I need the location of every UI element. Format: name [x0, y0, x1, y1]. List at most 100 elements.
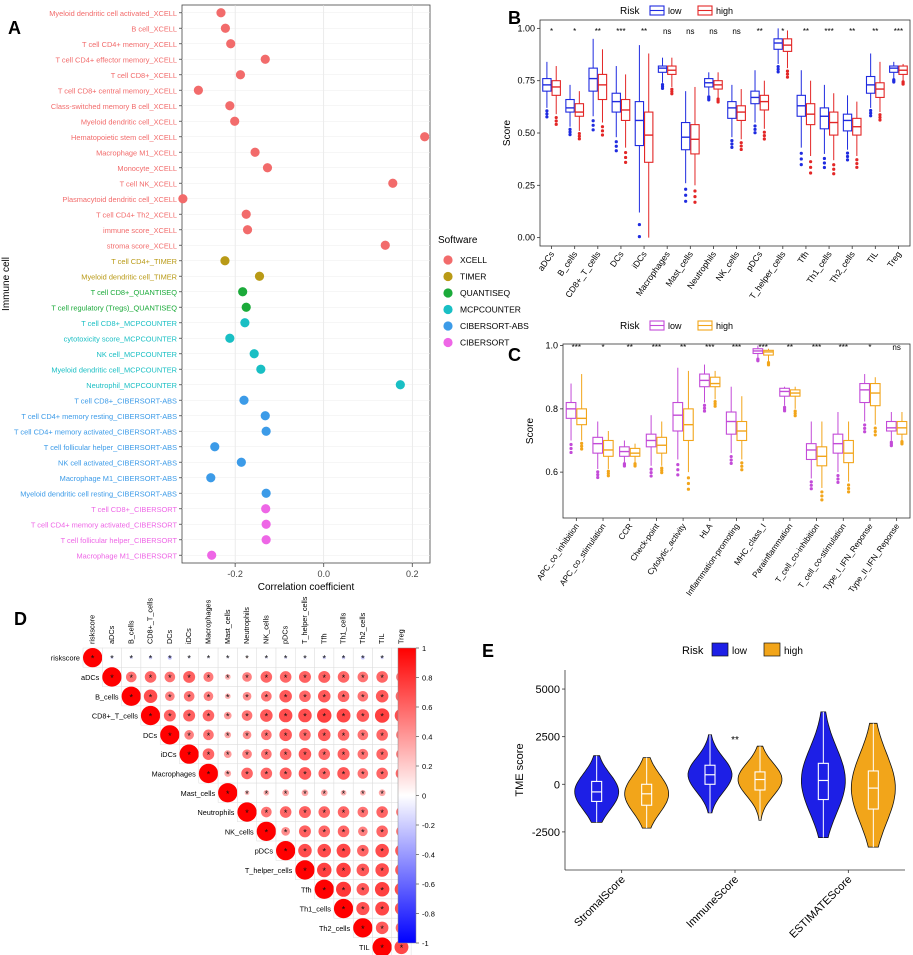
panel-d-cell-circle: [143, 689, 158, 704]
panel-d-cell-circle: [244, 790, 250, 796]
panel-c-outlier: [649, 467, 653, 471]
panel-c-box: [602, 439, 614, 457]
panel-c-significance-label: ***: [732, 343, 741, 352]
panel-d-cell-circle: [284, 656, 288, 660]
panel-c-outlier: [676, 468, 680, 472]
panel-b-outlier: [869, 111, 873, 115]
panel-d-column-label: Th2_cells: [358, 612, 367, 644]
panel-b-x-tick-label: NK_cells: [714, 249, 742, 283]
panel-d-cell-circle: [163, 709, 176, 722]
panel-b-y-tick-label: 0.75: [517, 76, 535, 86]
panel-d-cell-mark: *: [168, 712, 172, 722]
panel-d-cell-mark: *: [322, 712, 326, 722]
panel-d-cell-mark: *: [342, 750, 346, 760]
panel-d-cell-mark: *: [187, 712, 191, 722]
panel-a-y-label: T cell CD8+ central memory_XCELL: [58, 86, 177, 95]
panel-c-outlier: [596, 475, 600, 480]
panel-a-y-label: Myeloid dendritic cell_TIMER: [81, 272, 177, 281]
panel-d-cell-mark: *: [149, 673, 153, 683]
panel-d-cell-circle: [376, 748, 388, 760]
panel-b-outlier: [568, 130, 572, 134]
panel-c-outlier: [606, 471, 610, 476]
panel-d-colorbar-tick-label: 0: [422, 792, 426, 801]
panel-b-outlier: [637, 222, 642, 227]
panel-d-cell-mark: *: [168, 692, 172, 702]
panel-d-cell-mark: *: [342, 731, 346, 741]
panel-d-cell-circle: [318, 806, 331, 818]
panel-b-box: [644, 111, 654, 163]
panel-d-cell-mark: *: [303, 750, 307, 760]
panel-a-y-label: T cell CD4+_TIMER: [111, 257, 177, 266]
panel-a-point: [238, 287, 248, 297]
panel-a-y-label: T cell CD8+_QUANTISEQ: [91, 288, 178, 297]
panel-d-cell-mark: *: [380, 750, 384, 760]
panel-d-cell-mark: *: [303, 673, 307, 683]
panel-d-cell-circle: [357, 671, 369, 683]
panel-d-cell-circle: [317, 689, 331, 703]
panel-a-y-label: T cell CD8+_XCELL: [111, 71, 177, 80]
panel-b-significance-label: **: [872, 27, 878, 36]
panel-b-outlier: [832, 172, 836, 176]
panel-d-cell-circle: [337, 806, 350, 818]
panel-a-point: [261, 504, 271, 514]
panel-d-cell-circle: [179, 744, 199, 764]
panel-c-outlier: [569, 450, 573, 455]
panel-e-violin: [574, 755, 620, 823]
panel-d-cell-mark: *: [380, 769, 384, 779]
panel-c-outlier: [686, 476, 691, 480]
panel-c-x-tick-label: Inflammation-promoting: [684, 522, 741, 598]
panel-d-cell-circle: [140, 705, 161, 726]
panel-d-cell-mark: *: [207, 654, 211, 664]
panel-d-cell-circle: [144, 671, 157, 683]
panel-d-cell-mark: *: [361, 692, 365, 702]
panel-d-cell-mark: *: [284, 847, 288, 857]
panel-d-cell-circle: [281, 827, 290, 836]
panel-d-cell-mark: *: [322, 654, 326, 664]
panel-d-cell-circle: [110, 656, 114, 660]
panel-b-outlier: [785, 75, 790, 79]
panel-b-x-tick-label: pDCs: [744, 249, 765, 272]
panel-c-x-tick-label: CCR: [617, 522, 635, 542]
panel-d-cell-circle: [322, 656, 326, 660]
panel-d-cell-mark: *: [361, 789, 365, 799]
panel-c-significance-label: **: [627, 343, 633, 352]
panel-b-y-tick-label: 1.00: [517, 23, 535, 33]
panel-b-outlier: [614, 144, 618, 148]
panel-d-cell-mark: *: [284, 808, 288, 818]
panel-c-outlier: [580, 444, 584, 448]
panel-d-colorbar-tick-label: -0.4: [422, 851, 435, 860]
panel-d-row-label: Tfh: [301, 885, 312, 894]
panel-c-box: [763, 349, 774, 356]
panel-c-x-tick-label: T_cell_co-stimulation: [796, 522, 848, 591]
panel-a-point: [260, 54, 270, 64]
panel-d-column-label: Macrophages: [203, 599, 212, 644]
panel-c-outlier: [873, 429, 877, 434]
panel-a-point: [261, 426, 271, 436]
panel-d-cell-mark: *: [265, 712, 269, 722]
panel-d-cell-circle: [298, 708, 312, 723]
panel-c-outlier: [846, 483, 851, 487]
panel-a-legend-swatch: [443, 337, 453, 348]
panel-d-cell-circle: [260, 767, 273, 780]
panel-d-cell-mark: *: [322, 847, 326, 857]
panel-d-cell-circle: [242, 672, 252, 682]
panel-c-significance-label: ***: [812, 343, 821, 352]
panel-d-row-label: iDCs: [161, 750, 177, 759]
panel-d-cell-mark: *: [303, 808, 307, 818]
panel-d-cell-circle: [333, 898, 354, 919]
panel-b-box: [736, 105, 746, 121]
panel-d-cell-circle: [375, 689, 389, 703]
panel-d-cell-circle: [357, 768, 369, 779]
panel-b-outlier: [568, 133, 572, 137]
panel-d-cell-mark: *: [284, 827, 288, 837]
panel-c-significance-label: ***: [839, 343, 848, 352]
panel-d-cell-mark: *: [187, 673, 191, 683]
panel-b-box: [759, 94, 770, 111]
panel-d-cell-mark: *: [322, 866, 326, 876]
panel-d-cell-mark: *: [284, 673, 288, 683]
panel-letter-a: A: [8, 18, 21, 38]
panel-d-cell-mark: *: [303, 654, 307, 664]
panel-b-outlier: [670, 92, 674, 96]
panel-d-cell-circle: [242, 691, 252, 701]
